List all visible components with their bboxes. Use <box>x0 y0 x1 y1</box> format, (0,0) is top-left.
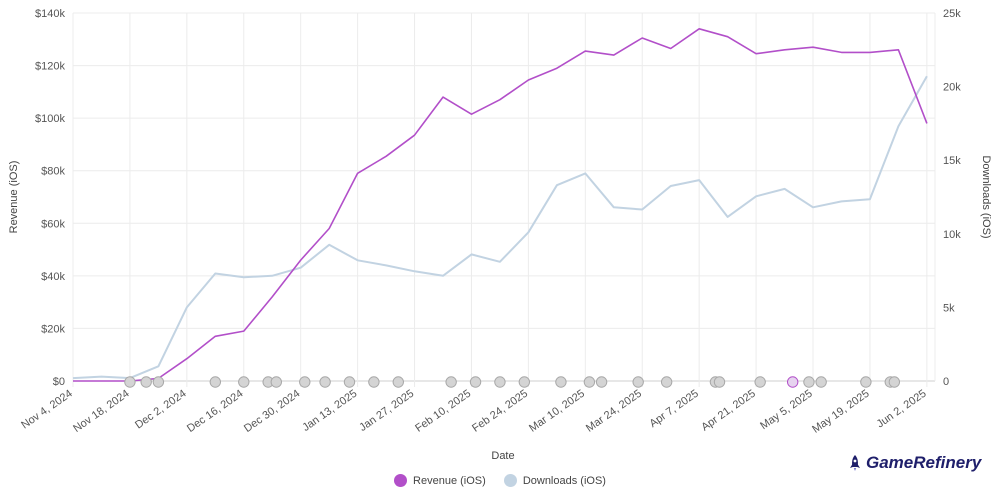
x-tick-label: May 5, 2025 <box>758 388 814 433</box>
x-tick-label: Mar 24, 2025 <box>584 388 644 435</box>
y-right-tick-label: 0 <box>943 376 949 388</box>
x-tick-label: Mar 10, 2025 <box>527 388 587 435</box>
rocket-icon <box>848 454 862 472</box>
event-marker[interactable] <box>343 376 356 388</box>
y-axis-right: 0 5k 10k 15k 20k 25k <box>943 8 961 388</box>
x-tick-label: Feb 24, 2025 <box>470 388 530 435</box>
event-marker[interactable] <box>595 376 608 388</box>
x-tick-label: Jan 27, 2025 <box>357 388 416 434</box>
event-marker[interactable] <box>803 376 815 388</box>
x-tick-label: Jun 2, 2025 <box>875 388 929 431</box>
event-marker[interactable] <box>555 376 567 388</box>
y-left-tick-label: $120k <box>35 61 65 73</box>
y-axis-right-title: Downloads (iOS) <box>980 155 992 238</box>
x-tick-label: Apr 21, 2025 <box>699 388 757 434</box>
x-tick-label: Dec 30, 2024 <box>242 388 302 435</box>
event-marker[interactable] <box>632 376 644 388</box>
x-tick-label: Dec 16, 2024 <box>185 388 245 435</box>
legend-item-downloads[interactable]: Downloads (iOS) <box>503 474 606 487</box>
event-marker[interactable] <box>815 376 827 388</box>
event-marker[interactable] <box>209 376 222 388</box>
legend-item-revenue[interactable]: Revenue (iOS) <box>394 474 486 487</box>
x-tick-label: Jan 13, 2025 <box>300 388 359 434</box>
brand-name: GameRefinery <box>866 453 982 472</box>
x-tick-label: Nov 18, 2024 <box>71 388 131 435</box>
event-marker-highlighted[interactable] <box>786 376 799 388</box>
y-right-tick-label: 5k <box>943 302 955 314</box>
event-marker[interactable] <box>140 376 152 388</box>
y-left-tick-label: $40k <box>41 271 65 283</box>
event-marker[interactable] <box>368 376 380 388</box>
y-axis-left: $0 $20k $40k $60k $80k $100k $120k $140k <box>35 8 65 388</box>
y-right-tick-label: 20k <box>943 82 961 94</box>
series-line-downloads <box>72 75 928 380</box>
event-marker[interactable] <box>860 376 872 388</box>
y-right-tick-label: 15k <box>943 155 961 167</box>
brand-logo: GameRefinery <box>848 453 981 473</box>
chart: $0 $20k $40k $60k $80k $100k $120k $140k 0 5k 10k… <box>8 8 992 462</box>
y-left-tick-label: $80k <box>41 166 65 178</box>
x-tick-label: Nov 4, 2024 <box>19 388 74 432</box>
y-right-tick-label: 10k <box>943 229 961 241</box>
event-marker[interactable] <box>270 376 283 388</box>
y-axis-left-title: Revenue (iOS) <box>8 161 20 234</box>
x-tick-label: Feb 10, 2025 <box>413 388 473 435</box>
y-left-tick-label: $100k <box>35 113 65 125</box>
event-marker[interactable] <box>124 376 136 388</box>
event-marker[interactable] <box>445 376 457 388</box>
x-tick-label: Apr 7, 2025 <box>647 388 700 430</box>
series-layer <box>72 27 928 382</box>
legend-label-downloads: Downloads (iOS) <box>522 474 606 487</box>
grid <box>72 12 936 387</box>
event-marker[interactable] <box>583 376 596 388</box>
event-marker[interactable] <box>238 376 250 388</box>
event-marker[interactable] <box>319 376 331 388</box>
y-left-tick-label: $20k <box>41 323 65 335</box>
legend: Revenue (iOS) Downloads (iOS) <box>0 474 1000 487</box>
event-marker[interactable] <box>299 376 311 388</box>
series-line-revenue <box>73 27 928 382</box>
event-marker[interactable] <box>888 376 901 388</box>
event-marker[interactable] <box>392 376 404 388</box>
legend-label-revenue: Revenue (iOS) <box>413 474 486 487</box>
event-marker[interactable] <box>518 376 531 388</box>
event-marker[interactable] <box>152 376 165 388</box>
event-marker[interactable] <box>494 376 506 388</box>
event-marker[interactable] <box>469 376 482 388</box>
event-marker[interactable] <box>713 376 726 388</box>
event-marker[interactable] <box>754 376 766 388</box>
x-tick-label: Dec 2, 2024 <box>133 388 188 432</box>
legend-swatch-revenue <box>394 474 408 487</box>
y-left-tick-label: $60k <box>41 218 65 230</box>
event-markers <box>124 376 901 388</box>
x-axis-title: Date <box>491 450 514 462</box>
legend-swatch-downloads <box>503 474 517 487</box>
y-left-tick-label: $140k <box>35 8 65 20</box>
x-tick-label: May 19, 2025 <box>810 388 871 436</box>
y-left-tick-label: $0 <box>53 376 65 388</box>
y-right-tick-label: 25k <box>943 8 961 20</box>
event-marker[interactable] <box>660 376 673 388</box>
